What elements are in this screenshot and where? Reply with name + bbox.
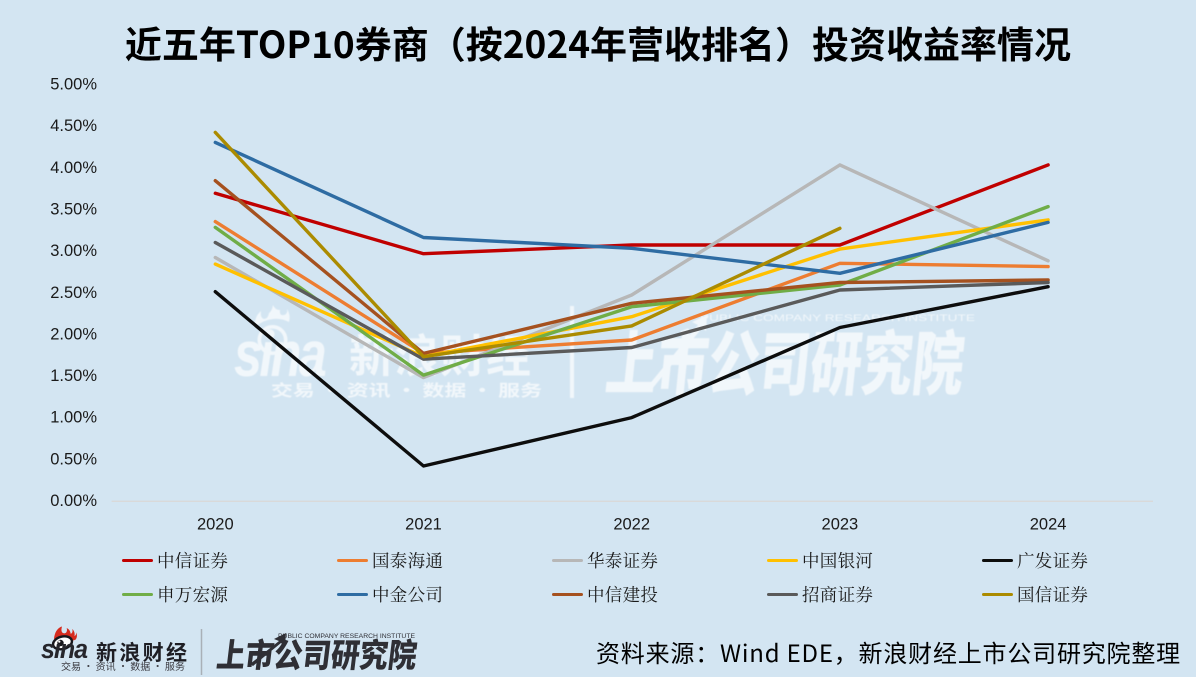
svg-text:3.00%: 3.00% [50,242,97,260]
svg-text:交易 · 资讯 · 数据 · 服务: 交易 · 资讯 · 数据 · 服务 [61,659,186,673]
svg-text:PUBLIC COMPANY RESEARCH INSTIT: PUBLIC COMPANY RESEARCH INSTITUTE [278,633,415,640]
svg-text:2020: 2020 [197,516,234,534]
svg-text:3.50%: 3.50% [50,201,97,219]
svg-text:0.50%: 0.50% [50,450,97,468]
svg-text:2021: 2021 [405,516,442,534]
svg-text:1.50%: 1.50% [50,367,97,385]
svg-text:sına: sına [41,633,88,664]
svg-text:上市公司研究院: 上市公司研究院 [602,308,970,409]
svg-text:1.00%: 1.00% [50,409,97,427]
svg-text:0.00%: 0.00% [50,492,97,510]
svg-text:2022: 2022 [613,516,650,534]
svg-text:PUBLIC COMPANY RESEARCH INSTIT: PUBLIC COMPANY RESEARCH INSTITUTE [700,313,975,324]
svg-text:2023: 2023 [822,516,859,534]
svg-text:2.50%: 2.50% [50,284,97,302]
svg-text:上市公司研究院: 上市公司研究院 [214,629,420,677]
svg-text:5.00%: 5.00% [50,76,97,94]
svg-text:2024: 2024 [1030,516,1067,534]
svg-text:4.00%: 4.00% [50,159,97,177]
svg-text:交易 · 资讯 · 数据 · 服务: 交易 · 资讯 · 数据 · 服务 [271,377,542,401]
svg-text:2.00%: 2.00% [50,325,97,343]
svg-text:4.50%: 4.50% [50,117,97,135]
